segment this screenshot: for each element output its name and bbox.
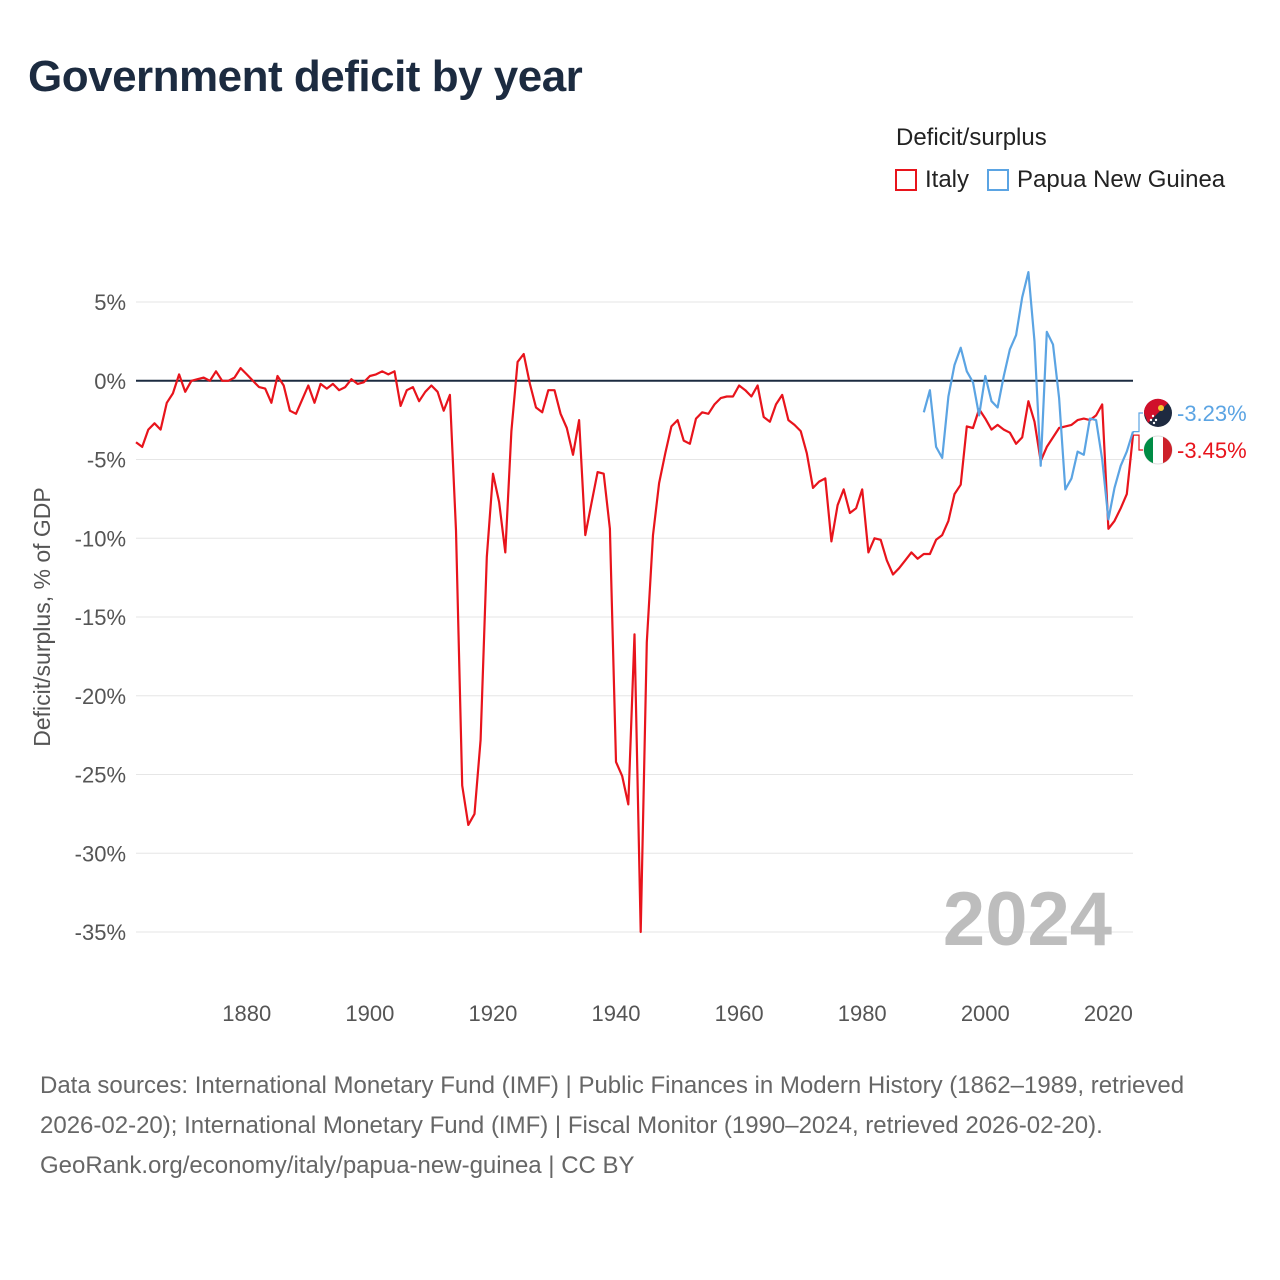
y-axis-label: Deficit/surplus, % of GDP (29, 487, 55, 746)
x-tick-label: 1940 (592, 1001, 641, 1026)
chart-title: Government deficit by year (28, 52, 583, 101)
end-connector (1133, 434, 1143, 451)
x-tick-label: 1920 (468, 1001, 517, 1026)
flag-star (1154, 418, 1158, 422)
legend-swatch-papua-new-guinea (987, 169, 1010, 191)
legend-item-papua-new-guinea[interactable]: Papua New Guinea (987, 166, 1225, 194)
flag-italy-icon (1143, 435, 1173, 465)
y-tick-label: -20% (75, 684, 126, 709)
y-tick-label: -10% (75, 526, 126, 551)
series-line-papua-new-guinea (922, 271, 1135, 521)
flag-green (1143, 436, 1153, 464)
x-tick-label: 1900 (345, 1001, 394, 1026)
flag-red-half (1143, 398, 1168, 423)
flag-star (1152, 421, 1156, 425)
y-tick-label: -25% (75, 763, 126, 788)
legend: Italy Papua New Guinea (895, 166, 1243, 194)
credit-link[interactable]: GeoRank.org/economy/italy/papua-new-guin… (40, 1152, 635, 1179)
legend-label-papua-new-guinea: Papua New Guinea (1017, 166, 1226, 193)
x-tick-label: 1980 (838, 1001, 887, 1026)
x-tick-label: 1960 (715, 1001, 764, 1026)
legend-item-italy[interactable]: Italy (895, 166, 969, 194)
year-watermark: 2024 (943, 877, 1112, 962)
flag-star (1151, 414, 1155, 418)
flag-star (1149, 418, 1153, 422)
legend-title: Deficit/surplus (896, 124, 1047, 151)
footer: Data sources: International Monetary Fun… (40, 1066, 1240, 1186)
end-connector (1133, 412, 1143, 433)
y-tick-label: 5% (94, 290, 126, 315)
legend-swatch-italy (895, 169, 917, 191)
x-tick-label: 2020 (1084, 1001, 1133, 1026)
series-line-italy (135, 352, 1135, 934)
y-tick-label: -5% (87, 448, 126, 473)
end-value-label: -3.45% (1177, 438, 1247, 463)
y-tick-label: -15% (75, 605, 126, 630)
y-tick-label: 0% (94, 369, 126, 394)
y-tick-label: -30% (75, 841, 126, 866)
x-tick-label: 1880 (222, 1001, 271, 1026)
flag-red (1163, 436, 1173, 464)
legend-label-italy: Italy (925, 166, 970, 193)
end-value-label: -3.23% (1177, 401, 1247, 426)
flag-bird (1158, 405, 1164, 411)
y-tick-label: -35% (75, 920, 126, 945)
x-tick-label: 2000 (961, 1001, 1010, 1026)
data-sources: Data sources: International Monetary Fun… (40, 1072, 1185, 1139)
flag-papua-new-guinea-icon (1143, 398, 1172, 427)
